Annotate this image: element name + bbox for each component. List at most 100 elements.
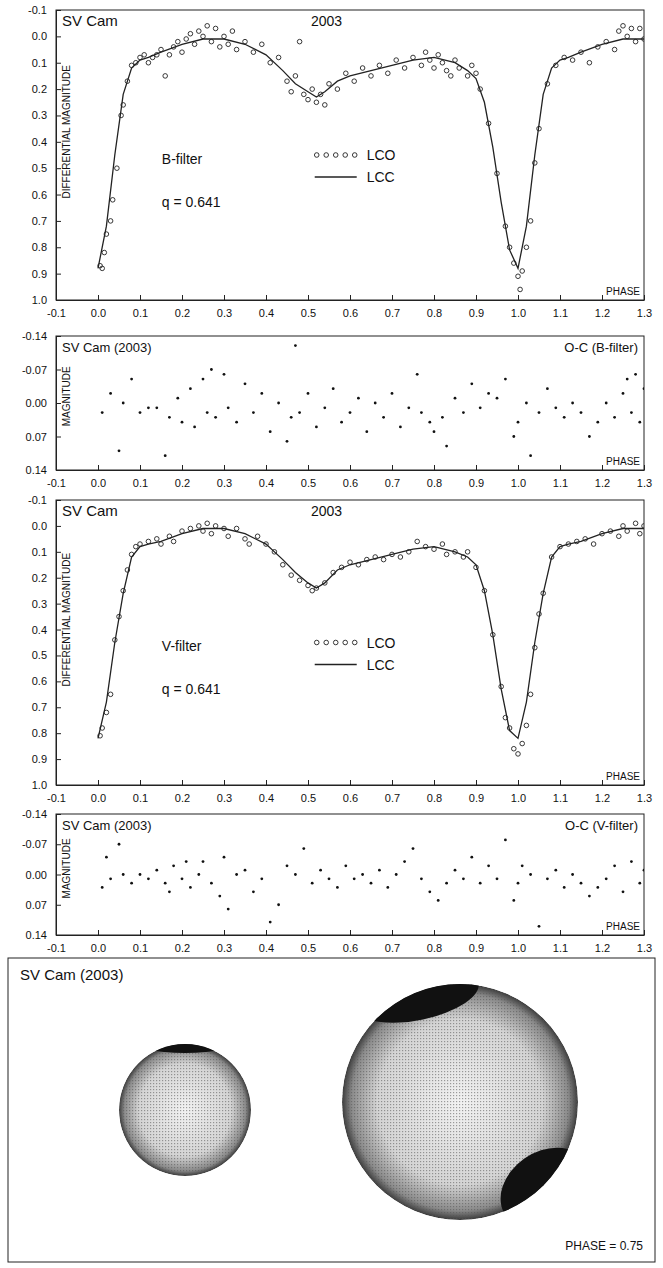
x-tick-mark <box>224 295 225 300</box>
y-tick-mark <box>56 10 61 11</box>
x-tick: 0.3 <box>217 465 232 489</box>
observed-point <box>394 58 399 63</box>
x-tick-label: 0.2 <box>175 942 190 954</box>
observed-point <box>323 103 328 108</box>
x-tick: 0.7 <box>385 930 400 954</box>
x-axis: -0.10.00.10.20.30.40.50.60.70.80.91.01.1… <box>47 465 652 489</box>
residual-point <box>496 877 499 880</box>
x-tick-mark <box>644 295 645 300</box>
x-tick-mark <box>308 465 309 470</box>
y-tick-label: 1.0 <box>32 294 47 306</box>
x-tick-label: 0.5 <box>301 477 316 489</box>
observed-point <box>230 29 235 34</box>
observed-point <box>297 39 302 44</box>
observed-point <box>163 74 168 79</box>
residual-point <box>428 421 431 424</box>
y-tick-label: 0.8 <box>32 241 47 253</box>
x-tick: 0.8 <box>427 780 442 804</box>
residual-point <box>504 839 507 842</box>
observed-point <box>360 66 365 71</box>
residual-point <box>357 397 360 400</box>
x-tick-mark <box>266 295 267 300</box>
x-tick-mark <box>98 780 99 785</box>
y-tick: 0.07 <box>26 431 61 443</box>
y-tick-mark <box>56 905 61 906</box>
residual-point <box>269 430 272 433</box>
observed-point <box>218 45 223 50</box>
residual-point <box>302 847 305 850</box>
panel-texts: SV Cam (2003)O-C (B-filter)PHASEMAGNITUD… <box>61 340 640 467</box>
residual-point <box>109 877 112 880</box>
observed-point <box>184 37 189 42</box>
observed-point <box>201 34 206 39</box>
residual-point <box>546 877 549 880</box>
residual-point <box>382 416 385 419</box>
residual-point <box>563 886 566 889</box>
observed-point <box>327 82 332 87</box>
chart-title: SV Cam (2003) <box>62 818 152 833</box>
x-tick: 0.5 <box>301 780 316 804</box>
star-spot <box>130 1027 240 1053</box>
x-tick: 0.0 <box>91 295 106 319</box>
legend-marker <box>324 640 329 645</box>
observed-point <box>146 60 151 65</box>
observed-point <box>629 26 634 31</box>
annotation: q = 0.641 <box>162 194 221 210</box>
x-tick: 0.9 <box>469 930 484 954</box>
observed-point <box>402 66 407 71</box>
observed-point <box>188 526 193 531</box>
x-tick-label: 1.2 <box>595 942 610 954</box>
y-tick: 0.6 <box>32 675 61 687</box>
y-tick: 0.00 <box>26 869 61 881</box>
x-tick-label: 0.0 <box>91 942 106 954</box>
residual-point <box>164 454 167 457</box>
observed-point <box>524 723 529 728</box>
x-tick-label: 1.0 <box>511 307 526 319</box>
residual-point <box>634 373 637 376</box>
observed-point <box>415 539 420 544</box>
residual-point <box>361 873 364 876</box>
observed-point <box>617 29 622 34</box>
observed-point <box>440 60 445 65</box>
observed-point <box>516 274 521 279</box>
observed-point <box>444 552 449 557</box>
residual-point <box>298 411 301 414</box>
residual-point <box>588 895 591 898</box>
residual-point <box>340 421 343 424</box>
y-tick-label: -0.14 <box>22 808 47 820</box>
y-tick-label: 0.14 <box>26 464 47 476</box>
x-tick-mark <box>350 295 351 300</box>
residual-point <box>588 435 591 438</box>
residual-point <box>181 421 184 424</box>
observed-point <box>276 55 281 60</box>
residual-point <box>319 869 322 872</box>
axis-line <box>57 935 645 936</box>
y-tick-label: 0.4 <box>32 624 47 636</box>
observed-point <box>243 537 248 542</box>
y-tick-label: -0.1 <box>28 494 47 506</box>
y-tick-label: 0.1 <box>32 57 47 69</box>
residual-point <box>563 416 566 419</box>
residual-point <box>223 373 226 376</box>
residual-point <box>155 869 158 872</box>
y-tick-label: 0.0 <box>32 520 47 532</box>
residual-point <box>277 903 280 906</box>
x-tick-label: 0.1 <box>133 477 148 489</box>
x-tick-label: 0.3 <box>217 477 232 489</box>
observed-point <box>440 542 445 547</box>
legend-marker <box>314 640 319 645</box>
observed-point <box>612 47 617 52</box>
x-tick-mark <box>140 295 141 300</box>
residual-point <box>546 387 549 390</box>
x-tick-mark <box>602 780 603 785</box>
residual-point <box>613 416 616 419</box>
x-axis-title: PHASE <box>606 456 640 467</box>
legend-entry: LCC <box>315 169 395 185</box>
x-tick-mark <box>644 465 645 470</box>
observed-point <box>516 752 521 757</box>
y-tick: 0.8 <box>32 241 61 253</box>
x-tick-label: 0.4 <box>259 477 274 489</box>
observed-point <box>344 71 349 76</box>
x-tick-mark <box>308 930 309 935</box>
figure: -0.10.00.10.20.30.40.50.60.70.80.91.01.1… <box>0 0 663 1268</box>
